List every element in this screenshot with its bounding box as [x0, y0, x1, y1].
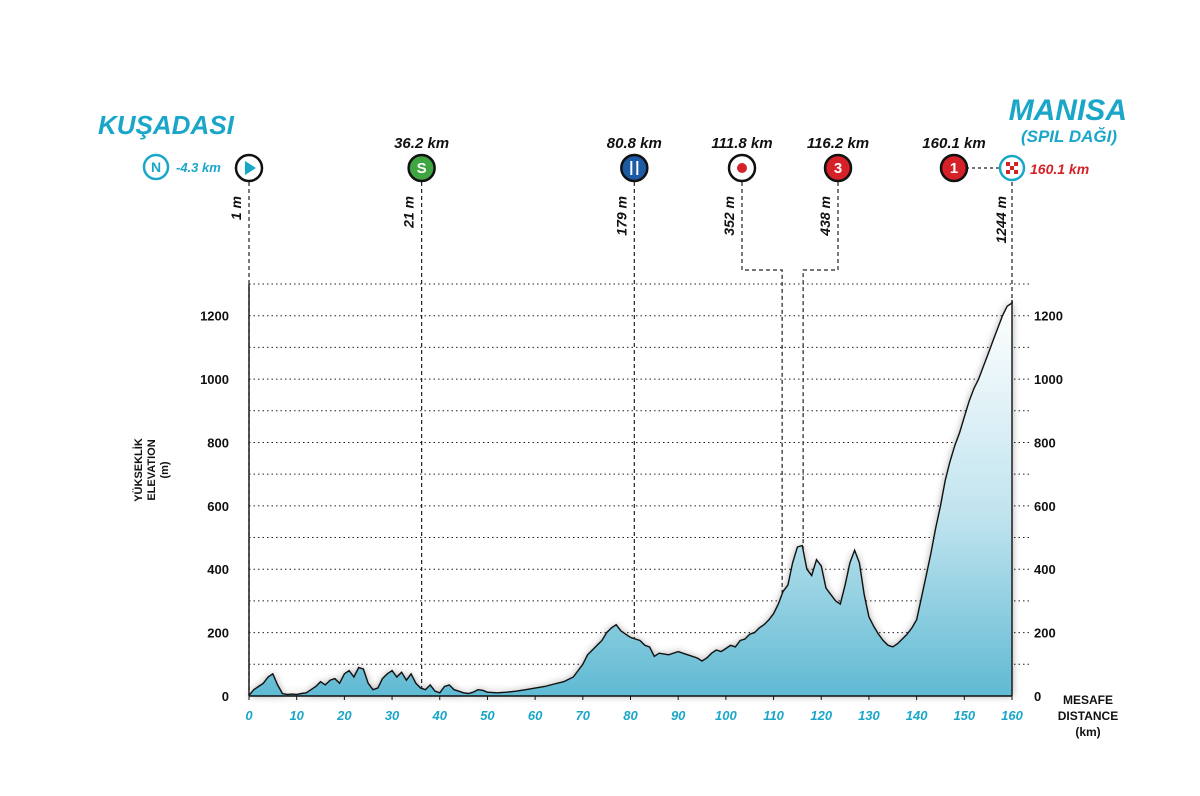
x-tick-label: 20	[336, 708, 352, 723]
marker-symbol	[245, 161, 256, 175]
x-tick-label: 0	[245, 708, 253, 723]
neutral-start: N -4.3 km	[142, 153, 221, 181]
marker-leader-line	[802, 182, 839, 551]
marker-symbol	[630, 161, 639, 175]
y-tick-label-left: 800	[207, 435, 229, 450]
y-tick-label-left: 600	[207, 499, 229, 514]
marker-km-label: 160.1 km	[922, 135, 985, 152]
marker-km-label: 80.8 km	[607, 135, 662, 152]
x-axis-title-line-3: (km)	[1075, 725, 1100, 739]
x-tick-label: 100	[715, 708, 737, 723]
y-tick-label-left: 0	[222, 689, 229, 704]
marker-elevation-label: 21 m	[401, 196, 417, 229]
marker-feed-zone: 80.8 km 179 m	[607, 135, 662, 639]
marker-start-flag: 1 m	[228, 153, 264, 696]
marker-climb-cat3: 3 116.2 km 438 m	[802, 135, 869, 551]
y-tick-label-right: 400	[1034, 562, 1056, 577]
marker-elevation-label: 438 m	[817, 196, 833, 237]
y-axis-title-line-2: ELEVATION	[146, 439, 158, 500]
x-tick-label: 160	[1001, 708, 1023, 723]
x-tick-label: 80	[623, 708, 638, 723]
feed-zone-icon	[620, 153, 649, 183]
marker-symbol: 3	[834, 160, 842, 177]
marker-elevation-label: 1 m	[228, 196, 244, 220]
neutral-km-label: -4.3 km	[176, 160, 221, 175]
marker-km-label: 36.2 km	[394, 135, 449, 152]
marker-climb-cat1: 1 160.1 km 1244 m	[922, 135, 1013, 302]
marker-elevation-label: 1244 m	[993, 196, 1009, 243]
x-tick-label: 130	[858, 708, 880, 723]
y-tick-label-left: 200	[207, 626, 229, 641]
finish-subtitle: (SPIL DAĞI)	[1021, 127, 1117, 146]
neutral-letter: N	[151, 159, 161, 175]
finish-city: MANISA	[1009, 94, 1127, 127]
x-tick-label: 140	[906, 708, 928, 723]
y-tick-label-right: 1000	[1034, 372, 1063, 387]
y-tick-label-right: 600	[1034, 499, 1056, 514]
x-tick-label: 90	[671, 708, 686, 723]
x-axis-title: MESAFE DISTANCE (km)	[1058, 693, 1118, 739]
sprint-icon	[407, 153, 436, 183]
finish-km-label: 160.1 km	[1030, 161, 1089, 177]
x-tick-label: 40	[432, 708, 448, 723]
climb-cat1-icon	[939, 153, 969, 183]
y-tick-label-right: 0	[1034, 689, 1041, 704]
x-tick-label: 60	[528, 708, 543, 723]
x-tick-label: 150	[953, 708, 975, 723]
y-tick-label-left: 400	[207, 562, 229, 577]
elevation-profile-line	[248, 301, 1014, 696]
y-tick-label-right: 1200	[1034, 309, 1063, 324]
y-tick-label-left: 1200	[200, 309, 229, 324]
x-tick-label: 10	[289, 708, 304, 723]
marker-elevation-label: 352 m	[721, 196, 737, 236]
y-tick-label-right: 200	[1034, 626, 1056, 641]
elevation-profile-area	[249, 301, 1013, 696]
x-tick-label: 120	[810, 708, 832, 723]
marker-symbol	[737, 163, 747, 173]
y-tick-label-left: 1000	[200, 372, 229, 387]
marker-symbol: S	[417, 160, 427, 177]
marker-elevation-label: 179 m	[613, 196, 629, 236]
x-tick-label: 30	[385, 708, 400, 723]
climb-cat3-icon	[823, 153, 853, 183]
y-axis-title-line-3: (m)	[159, 461, 171, 478]
finish-marker: 160.1 km	[966, 154, 1089, 182]
y-tick-label-right: 800	[1034, 435, 1056, 450]
marker-bonus-sprint: 111.8 km 352 m	[711, 135, 783, 594]
marker-leader-line	[741, 182, 783, 594]
x-tick-label: 110	[763, 708, 784, 723]
start-city: KUŞADASI	[98, 110, 235, 140]
checkered-pattern	[1006, 162, 1018, 174]
neutral-icon	[142, 153, 170, 181]
x-tick-label: 70	[576, 708, 591, 723]
marker-symbol: 1	[950, 160, 958, 177]
marker-km-label: 116.2 km	[807, 135, 869, 152]
y-axis-title: YÜKSEKLİK ELEVATION (m)	[132, 438, 171, 502]
y-axis-title-line-1: YÜKSEKLİK	[132, 438, 145, 502]
x-axis-title-line-2: DISTANCE	[1058, 709, 1118, 723]
marker-sprint: S 36.2 km 21 m	[394, 135, 449, 689]
marker-km-label: 111.8 km	[711, 135, 772, 152]
x-axis-title-line-1: MESAFE	[1063, 693, 1113, 707]
x-tick-label: 50	[480, 708, 495, 723]
